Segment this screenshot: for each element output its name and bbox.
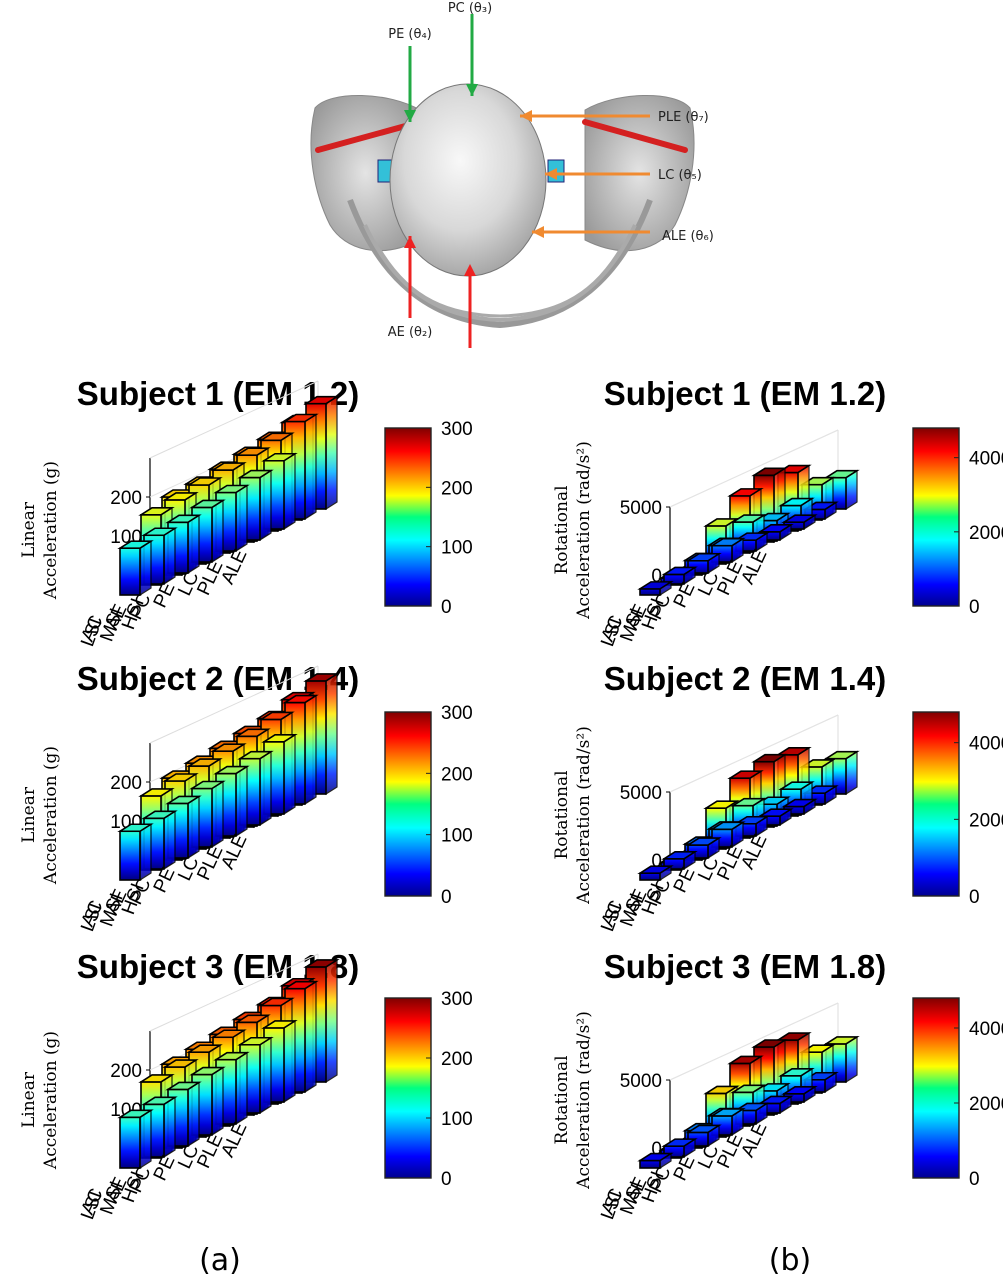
bar-lsi-ac [117,540,154,597]
impact-arrow-ple: PLE (θ₇) [520,110,709,125]
z-axis-label: Rotational Acceleration (rad/s²) [552,1011,594,1190]
chart-title: Subject 2 (EM 1.4) [604,660,886,697]
colorbar-tick-label: 100 [441,1109,473,1130]
colorbar-tick-label: 300 [441,703,473,724]
z-tick-label: 0 [651,851,662,872]
colorbar: 0 2000 4000 [912,997,1003,1190]
colorbar: 0 100 200 300 [384,419,473,618]
bar-lsi-ae [661,566,698,586]
chart-6: Subject 3 (EM 1.8)05000HSIMSILSIACAEPCPE… [552,948,1003,1223]
colorbar-tick-label: 200 [441,764,473,785]
chart-1: Subject 1 (EM 1.2)0100200HSIMSILSIACAEPC… [19,375,473,650]
bar-lsi-ae [661,1138,698,1159]
impact-arrow-ae: AE (θ₂) [388,236,433,340]
bar-lsi-ple [757,523,794,542]
z-axis-label: Rotational Acceleration (rad/s²) [552,441,594,620]
impact-arrow-pe: PE (θ₄) [388,27,432,122]
bar-lsi-ae [661,850,698,871]
z-tick-label: 5000 [620,1071,662,1092]
colorbar-tick-label: 4000 [969,449,1003,470]
colorbar-tick-label: 0 [441,1169,452,1190]
z-axis-label: Rotational Acceleration (rad/s²) [552,726,594,905]
colorbar-tick-label: 2000 [969,810,1003,831]
bar-lsi-ac [117,1109,154,1170]
colorbar: 0 2000 4000 [912,711,1003,908]
bar-lsi-ac [637,865,674,882]
panel-label-a: (a) [199,1243,241,1278]
z-axis-label: Linear Acceleration (g) [19,746,61,885]
bar-lsi-ale [781,798,818,816]
impact-label-pc: PC (θ₃) [448,1,492,16]
colorbar-tick-label: 0 [969,1169,980,1190]
bars [637,746,860,882]
z-tick-label: 0 [651,1139,662,1160]
bar-lsi-ale [781,1085,818,1104]
bars [117,672,340,882]
chart-2: Subject 1 (EM 1.2)05000HSIMSILSIACAEPCPE… [552,375,1003,650]
z-tick-label: 200 [110,773,142,794]
z-tick-label: 200 [110,1061,142,1082]
z-axis-label: Linear Acceleration (g) [19,461,61,600]
colorbar-tick-label: 4000 [969,734,1003,755]
impact-arrow-pc: PC (θ₃) [448,1,492,96]
bar-hsi-ale [823,469,860,511]
z-tick-label: 200 [110,488,142,509]
bar-lsi-ac [637,580,674,597]
colorbar-tick-label: 0 [441,597,452,618]
impact-label-lc: LC (θ₅) [658,168,702,183]
bar-lsi-ac [637,1152,674,1170]
impact-label-ae: AE (θ₂) [388,325,433,340]
z-tick-label: 5000 [620,783,662,804]
bars [117,958,340,1170]
colorbar-tick-label: 100 [441,826,473,847]
chart-5: Subject 3 (EM 1.8)0100200HSIMSILSIACAEPC… [19,948,473,1223]
bar-lsi-ac [117,823,154,882]
impact-arrow-lc: LC (θ₅) [545,168,702,183]
colorbar-tick-label: 0 [441,887,452,908]
z-tick-label: 5000 [620,498,662,519]
head-impact-diagram: PC (θ₃) PE (θ₄) PLE (θ₇) LC (θ₅) ALE (θ₆) AE … [310,1,714,348]
impact-arrow-ae-secondary [464,264,476,348]
colorbar-tick-label: 2000 [969,523,1003,544]
z-tick-label: 0 [651,566,662,587]
colorbar-tick-label: 4000 [969,1019,1003,1040]
colorbar-tick-label: 100 [441,538,473,559]
z-axis-label: Linear Acceleration (g) [19,1031,61,1170]
impact-label-ale: ALE (θ₆) [662,229,714,244]
bar-lsi-ple [757,1095,794,1115]
chart-title: Subject 3 (EM 1.8) [604,948,886,985]
bar-lsi-ple [757,808,794,827]
chart-title: Subject 1 (EM 1.2) [604,375,886,412]
colorbar-tick-label: 300 [441,419,473,440]
colorbar-tick-label: 0 [969,887,980,908]
colorbar: 0 100 200 300 [384,989,473,1190]
colorbar-tick-label: 300 [441,989,473,1010]
chart-3: Subject 2 (EM 1.4)0100200HSIMSILSIACAEPC… [19,660,473,935]
colorbar-tick-label: 200 [441,478,473,499]
bars [637,464,860,597]
impact-arrow-ale: ALE (θ₆) [532,226,714,244]
colorbar-tick-label: 2000 [969,1094,1003,1115]
colorbar-tick-label: 0 [969,597,980,618]
bars [117,395,340,597]
impact-label-pe: PE (θ₄) [388,27,432,42]
colorbar: 0 100 200 300 [384,703,473,908]
chart-4: Subject 2 (EM 1.4)05000HSIMSILSIACAEPCPE… [552,660,1003,935]
impact-label-ple: PLE (θ₇) [658,110,709,125]
colorbar-tick-label: 200 [441,1049,473,1070]
panel-label-b: (b) [769,1243,811,1278]
bars [637,1031,860,1170]
colorbar: 0 2000 4000 [912,427,1003,618]
